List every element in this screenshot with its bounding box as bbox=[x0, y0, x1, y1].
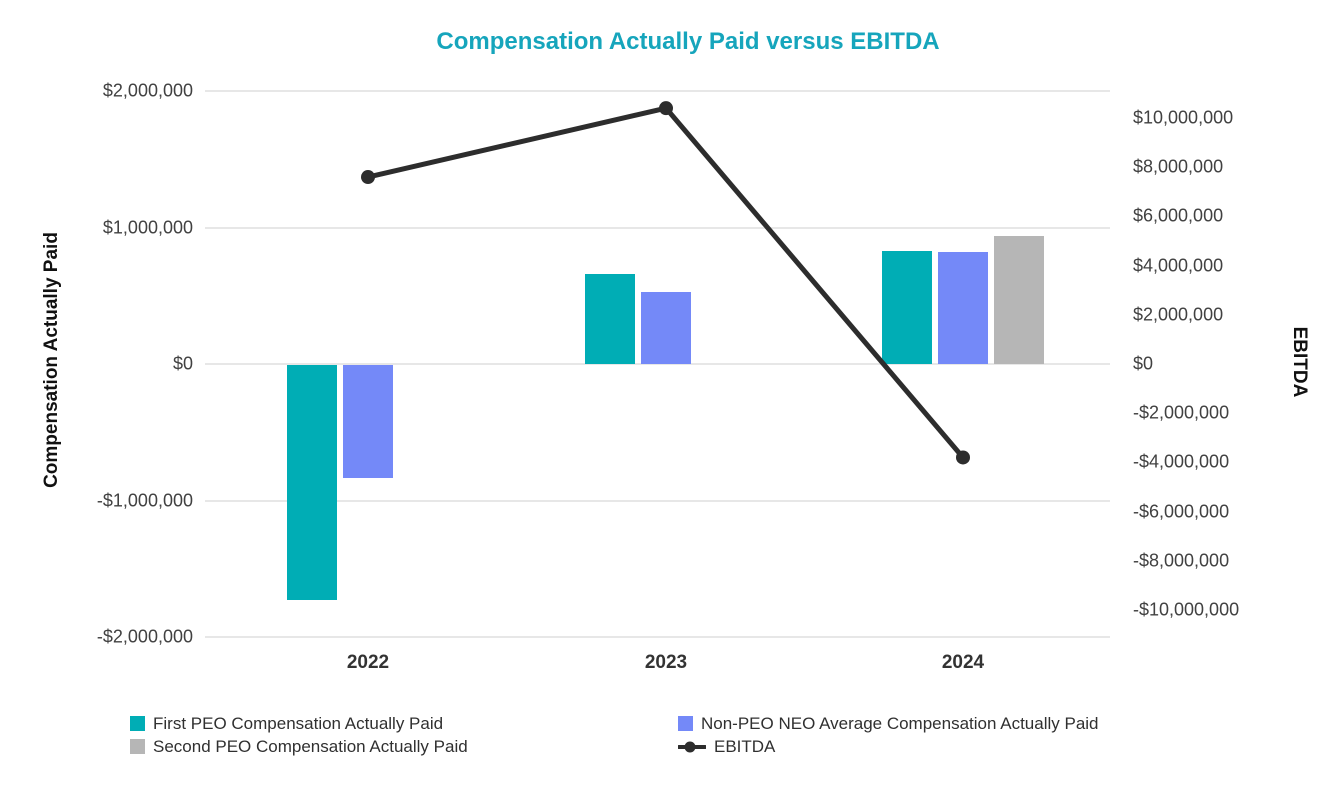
x-axis-label-2024: 2024 bbox=[941, 652, 985, 673]
gridline bbox=[205, 636, 1110, 638]
left-tick-label: -$2,000,000 bbox=[96, 626, 193, 647]
legend-item-1[interactable]: Non-PEO NEO Average Compensation Actuall… bbox=[678, 712, 1099, 735]
right-tick-label: $10,000,000 bbox=[1133, 107, 1234, 128]
gridline bbox=[205, 499, 1110, 502]
chart-title: Compensation Actually Paid versus EBITDA bbox=[436, 28, 940, 55]
gridline bbox=[205, 90, 1110, 92]
legend-item-2[interactable]: Second PEO Compensation Actually Paid bbox=[130, 735, 678, 758]
legend-label: Second PEO Compensation Actually Paid bbox=[153, 736, 468, 756]
left-tick-label: $2,000,000 bbox=[102, 80, 193, 101]
bar-2023-series2 bbox=[641, 291, 691, 364]
legend-item-3[interactable]: EBITDA bbox=[678, 735, 1099, 758]
ebitda-point-2023 bbox=[659, 101, 673, 116]
bar-2024-series1 bbox=[882, 250, 932, 364]
x-axis-label-2023: 2023 bbox=[644, 652, 688, 673]
legend-line-dot-icon bbox=[678, 741, 706, 752]
ebitda-point-2024 bbox=[956, 450, 970, 465]
ebitda-point-2022 bbox=[361, 170, 375, 185]
bar-2024-series2 bbox=[938, 252, 988, 364]
left-axis-title: Compensation Actually Paid bbox=[41, 232, 62, 488]
x-axis-label-2022: 2022 bbox=[346, 652, 390, 673]
right-tick-label: $0 bbox=[1133, 353, 1154, 374]
right-tick-label: -$4,000,000 bbox=[1133, 451, 1230, 472]
legend-label: Non-PEO NEO Average Compensation Actuall… bbox=[701, 713, 1099, 733]
legend-label: EBITDA bbox=[714, 736, 776, 756]
right-axis-title: EBITDA bbox=[1289, 326, 1310, 398]
gridline bbox=[205, 226, 1110, 229]
zero-gridline bbox=[205, 363, 1110, 365]
ebitda-line-layer bbox=[361, 101, 970, 465]
legend-item-0[interactable]: First PEO Compensation Actually Paid bbox=[130, 712, 678, 735]
plot-area bbox=[205, 80, 1110, 640]
legend-swatch-icon bbox=[130, 716, 145, 731]
right-tick-label: $4,000,000 bbox=[1133, 255, 1224, 276]
ebitda-line bbox=[365, 105, 966, 460]
right-tick-label: $6,000,000 bbox=[1133, 205, 1224, 226]
left-tick-label: $1,000,000 bbox=[102, 217, 193, 237]
legend-swatch-icon bbox=[678, 716, 693, 731]
left-tick-label: -$1,000,000 bbox=[96, 490, 193, 510]
right-tick-label: -$10,000,000 bbox=[1133, 599, 1240, 620]
legend-label: First PEO Compensation Actually Paid bbox=[153, 713, 444, 733]
bar-2023-series1 bbox=[585, 273, 635, 364]
right-tick-label: $8,000,000 bbox=[1133, 156, 1224, 177]
bar-2024-series3 bbox=[994, 235, 1044, 364]
bar-2022-series1 bbox=[287, 365, 337, 600]
left-tick-label: $0 bbox=[172, 353, 193, 374]
bar-2022-series2 bbox=[343, 365, 393, 478]
legend-swatch-icon bbox=[130, 739, 145, 754]
right-tick-label: $2,000,000 bbox=[1133, 304, 1224, 325]
right-tick-label: -$8,000,000 bbox=[1133, 550, 1230, 571]
legend: First PEO Compensation Actually Paid Non-… bbox=[130, 712, 1099, 758]
right-tick-label: -$6,000,000 bbox=[1133, 501, 1230, 522]
right-tick-label: -$2,000,000 bbox=[1133, 402, 1230, 423]
